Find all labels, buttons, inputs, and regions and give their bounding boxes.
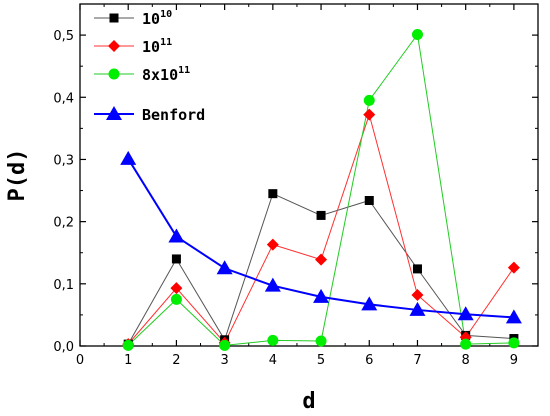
data-point-3-5 (361, 296, 378, 311)
x-tick-label: 0 (76, 353, 84, 368)
legend-label-2: 8x1011 (142, 65, 190, 84)
data-point-3-4 (313, 288, 330, 303)
y-axis-title: P(d) (5, 149, 30, 202)
data-point-3-3 (264, 277, 281, 292)
x-tick-label: 1 (124, 353, 132, 368)
x-tick-label: 5 (317, 353, 325, 368)
legend: 1010 1011 8x1011 Benford (94, 9, 205, 124)
data-point-2-8 (508, 337, 520, 349)
data-point-0-3 (268, 189, 278, 199)
legend-marker-2 (108, 68, 120, 80)
x-tick-label: 8 (462, 353, 470, 368)
data-point-3-8 (505, 309, 522, 324)
y-tick-label: 0,5 (53, 29, 74, 44)
data-point-1-1 (170, 282, 183, 295)
legend-marker-3 (106, 106, 122, 120)
x-tick-label: 2 (172, 353, 180, 368)
y-tick-label: 0,1 (53, 278, 74, 293)
x-tick-label: 4 (269, 353, 277, 368)
data-point-3-0 (120, 150, 137, 165)
plot-frame (79, 3, 539, 347)
x-tick-label: 6 (365, 353, 373, 368)
data-point-3-1 (168, 228, 185, 243)
data-point-0-4 (316, 210, 326, 220)
data-point-3-2 (216, 260, 233, 275)
data-point-0-1 (171, 254, 181, 264)
data-point-1-5 (363, 108, 376, 121)
data-point-1-3 (266, 238, 279, 251)
data-point-2-6 (411, 28, 423, 40)
y-tick-label: 0,0 (53, 340, 74, 355)
y-tick-label: 0,4 (53, 91, 74, 106)
legend-label-1: 1011 (142, 37, 172, 56)
y-tick-label: 0,3 (53, 153, 74, 168)
data-point-2-2 (219, 339, 231, 351)
data-point-2-0 (122, 339, 134, 351)
data-point-1-8 (507, 261, 520, 274)
legend-marker-0 (109, 13, 119, 23)
data-point-0-5 (364, 195, 374, 205)
data-point-3-6 (409, 301, 426, 316)
y-tick-label: 0,2 (53, 216, 74, 231)
x-tick-label: 3 (220, 353, 228, 368)
data-point-0-6 (412, 264, 422, 274)
x-tick-label: 9 (510, 353, 518, 368)
data-point-2-3 (267, 334, 279, 346)
x-tick-label: 7 (413, 353, 421, 368)
legend-label-0: 1010 (142, 9, 172, 28)
x-axis-title: d (302, 389, 315, 414)
data-point-2-5 (363, 94, 375, 106)
series-line-1 (127, 112, 515, 345)
data-point-2-7 (460, 338, 472, 350)
data-point-2-4 (315, 335, 327, 347)
data-point-1-6 (411, 289, 424, 302)
data-point-3-7 (457, 306, 474, 321)
legend-marker-1 (108, 40, 120, 52)
data-point-1-4 (315, 253, 328, 266)
data-point-2-1 (170, 293, 182, 305)
legend-label-3: Benford (142, 106, 205, 124)
